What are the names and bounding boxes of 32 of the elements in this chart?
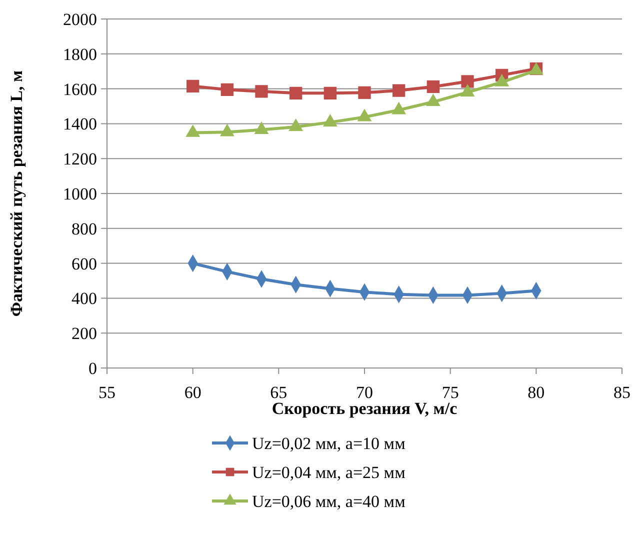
y-tick-label: 1600 <box>63 80 97 99</box>
y-tick-label: 200 <box>72 324 97 344</box>
legend-label: Uz=0,02 мм, a=10 мм <box>252 434 406 453</box>
point <box>324 86 336 100</box>
y-tick-label: 0 <box>88 358 97 378</box>
x-tick-label: 85 <box>614 383 630 402</box>
x-tick-label: 80 <box>528 383 545 402</box>
point <box>426 80 440 94</box>
y-tick-label: 1400 <box>63 114 97 134</box>
point <box>461 75 474 88</box>
legend-label: Uz=0,06 мм, a=40 мм <box>252 492 406 511</box>
x-tick-label: 65 <box>270 383 288 402</box>
x-tick-label: 70 <box>356 383 373 402</box>
x-axis-title: Скорость резания V, м/с <box>272 399 458 418</box>
y-tick-label: 800 <box>72 219 97 238</box>
x-tick-label: 60 <box>184 383 202 402</box>
point <box>220 83 234 96</box>
x-tick-label: 55 <box>98 383 116 402</box>
point <box>392 84 406 97</box>
point <box>186 80 200 93</box>
point <box>358 86 371 99</box>
y-tick-label: 600 <box>72 254 97 274</box>
y-tick-label: 400 <box>72 289 97 308</box>
y-tick-label: 2000 <box>63 10 97 29</box>
y-tick-label: 1200 <box>63 150 97 169</box>
y-tick-label: 1000 <box>63 184 97 204</box>
legend-label: Uz=0,04 мм, a=25 мм <box>252 462 406 482</box>
y-tick-label: 1800 <box>63 44 97 64</box>
point <box>290 86 302 100</box>
x-tick-label: 75 <box>442 383 459 402</box>
y-axis-title: Фактический путь резания L, м <box>7 70 26 317</box>
point <box>255 85 268 98</box>
